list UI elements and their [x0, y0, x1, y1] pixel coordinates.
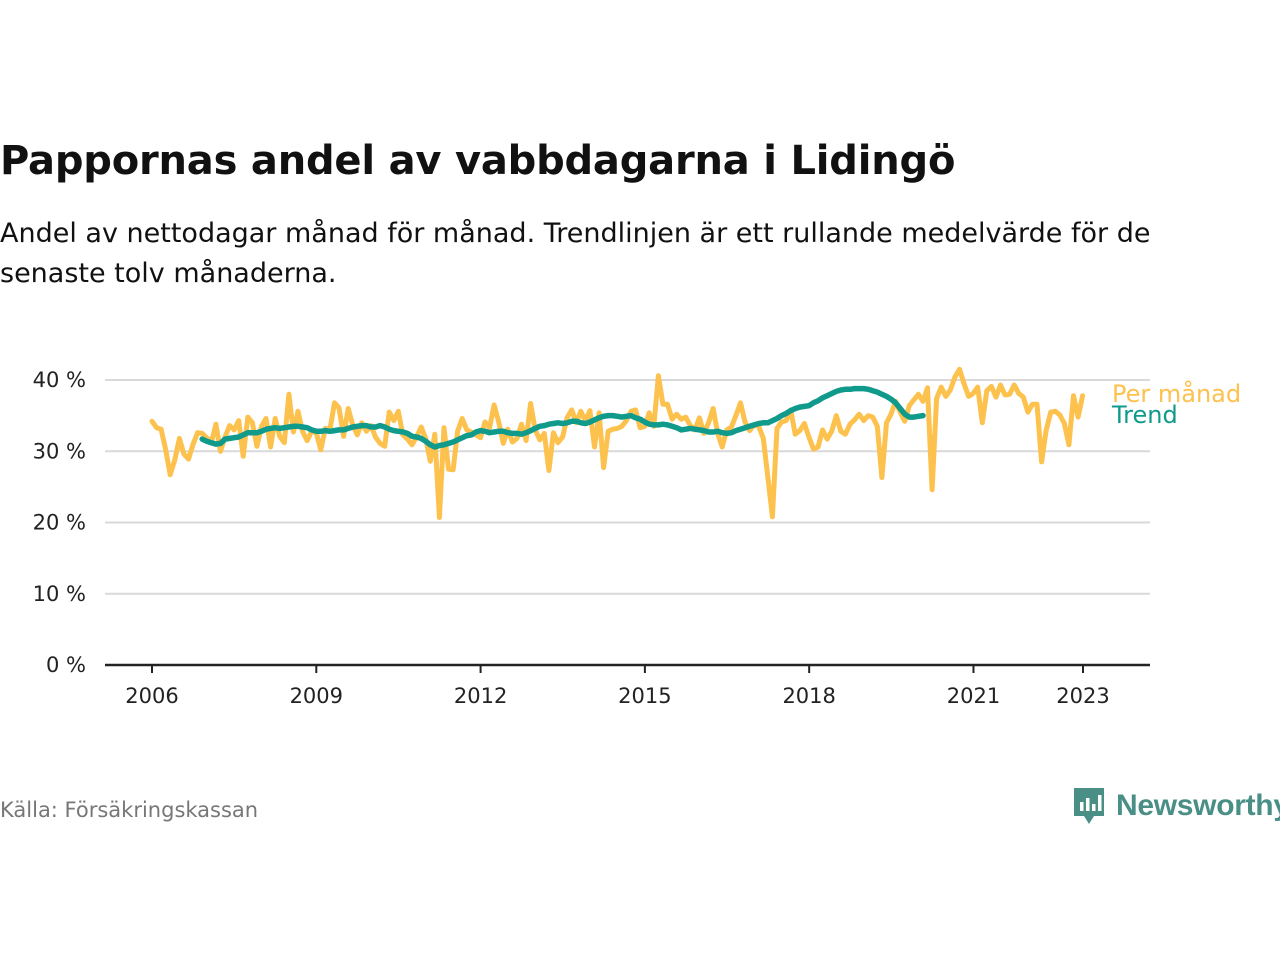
- newsworthy-logo-icon: [1074, 788, 1104, 824]
- y-tick-label: 10 %: [33, 582, 86, 606]
- series-lines: [149, 366, 1086, 520]
- line-chart: 0 % 10 % 20 % 30 % 40 % 2006 2009 2012 2015 2018…: [33, 366, 1241, 708]
- legend-label-trend: Trend: [1111, 401, 1178, 429]
- grid-lines: [105, 379, 1150, 595]
- y-tick-label: 20 %: [33, 511, 86, 535]
- y-tick-label: 0 %: [46, 653, 86, 677]
- y-axis-labels: 0 % 10 % 20 % 30 % 40 %: [33, 368, 86, 677]
- y-tick-label: 30 %: [33, 439, 86, 463]
- x-tick-label: 2021: [947, 684, 1000, 708]
- x-tick-label: 2015: [618, 684, 671, 708]
- x-tick-label: 2009: [290, 684, 343, 708]
- y-tick-label: 40 %: [33, 368, 86, 392]
- series-line-trend: [199, 385, 926, 450]
- series-line-per-manad: [149, 366, 1086, 520]
- x-tick-label: 2006: [125, 684, 178, 708]
- newsworthy-logo: Newsworthy: [1072, 786, 1280, 826]
- chart-subtitle: Andel av nettodagar månad för månad. Tre…: [0, 218, 1151, 289]
- x-axis: 2006 2009 2012 2015 2018 2021 2023: [105, 663, 1150, 708]
- x-tick-label: 2023: [1056, 684, 1109, 708]
- legend-label-per-manad: Per månad: [1112, 379, 1241, 408]
- source-note: Källa: Försäkringskassan: [0, 798, 259, 822]
- brand-name: Newsworthy: [1116, 789, 1280, 822]
- x-tick-label: 2018: [782, 684, 835, 708]
- chart-title: Pappornas andel av vabbdagarna i Lidingö: [0, 138, 956, 184]
- x-tick-label: 2012: [454, 684, 507, 708]
